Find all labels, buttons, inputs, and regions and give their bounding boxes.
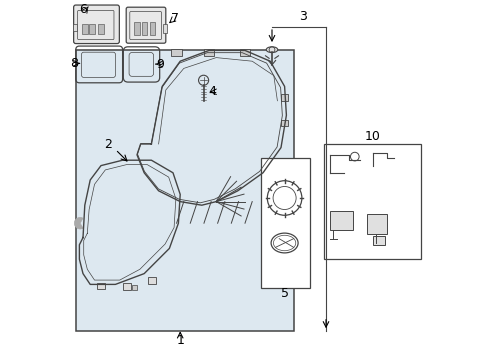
Bar: [261, 158, 310, 288]
Text: 3: 3: [299, 10, 307, 23]
Bar: [149, 22, 155, 35]
Bar: [98, 24, 104, 34]
Text: 2: 2: [104, 138, 112, 150]
Bar: [204, 49, 215, 56]
Bar: [240, 49, 250, 56]
Bar: [148, 277, 156, 284]
Bar: [142, 22, 147, 35]
Bar: [76, 50, 294, 331]
Text: 4: 4: [209, 85, 217, 98]
Text: 9: 9: [156, 58, 164, 71]
FancyBboxPatch shape: [126, 7, 166, 43]
Bar: [281, 94, 288, 101]
Bar: [132, 285, 137, 290]
Text: 10: 10: [365, 130, 381, 143]
Ellipse shape: [266, 47, 278, 53]
FancyBboxPatch shape: [74, 5, 120, 44]
Bar: [98, 283, 105, 289]
Text: 8: 8: [70, 57, 78, 70]
Text: 6: 6: [79, 3, 87, 15]
Bar: [373, 236, 386, 245]
Text: 5: 5: [281, 287, 289, 300]
Text: 7: 7: [171, 12, 179, 25]
Bar: [134, 22, 140, 35]
Bar: [73, 24, 77, 31]
Bar: [82, 24, 88, 34]
Bar: [122, 283, 130, 290]
Wedge shape: [74, 217, 83, 229]
Bar: [171, 49, 182, 56]
Bar: [281, 120, 288, 126]
Bar: [330, 211, 353, 230]
Bar: [368, 214, 387, 234]
Bar: [90, 24, 95, 34]
Bar: [163, 24, 167, 33]
Text: 1: 1: [176, 334, 184, 347]
Bar: [324, 144, 421, 259]
